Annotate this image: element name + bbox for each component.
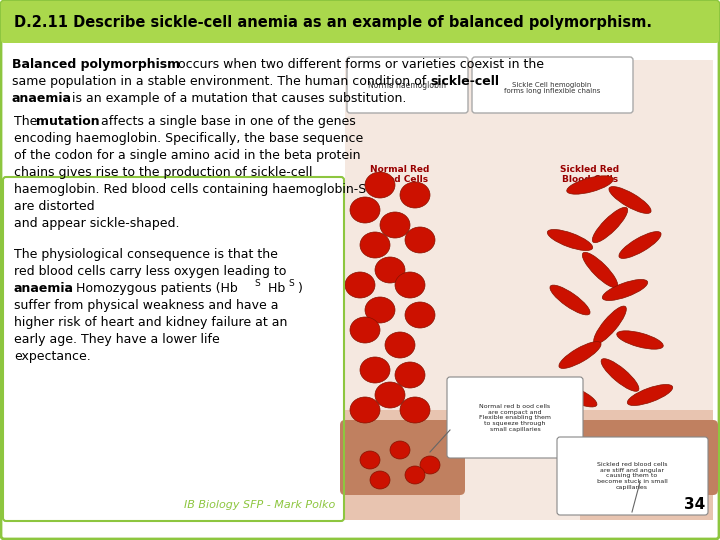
FancyBboxPatch shape (345, 60, 713, 520)
Ellipse shape (609, 186, 651, 213)
Ellipse shape (559, 342, 601, 368)
Ellipse shape (375, 257, 405, 283)
Ellipse shape (646, 448, 674, 462)
Text: expectance.: expectance. (14, 350, 91, 363)
Text: Balanced polymorphism: Balanced polymorphism (12, 58, 180, 71)
Ellipse shape (380, 212, 410, 238)
Ellipse shape (375, 382, 405, 408)
Ellipse shape (360, 357, 390, 383)
Text: Sickled Red
Blood Cells: Sickled Red Blood Cells (560, 165, 620, 184)
Ellipse shape (553, 383, 597, 407)
Text: red blood cells carry less oxygen leading to: red blood cells carry less oxygen leadin… (14, 265, 287, 278)
Text: S: S (288, 279, 294, 288)
Text: Normal red b ood cells
are compact and
Flexible enabling them
to squeeze through: Normal red b ood cells are compact and F… (479, 404, 551, 432)
Ellipse shape (405, 466, 425, 484)
Ellipse shape (385, 332, 415, 358)
Text: is an example of a mutation that causes substitution.: is an example of a mutation that causes … (68, 92, 406, 105)
Text: IB Biology SFP - Mark Polko: IB Biology SFP - Mark Polko (184, 500, 336, 510)
Ellipse shape (627, 384, 672, 406)
Ellipse shape (370, 471, 390, 489)
Text: haemoglobin. Red blood cells containing haemoglobin-S: haemoglobin. Red blood cells containing … (14, 183, 366, 196)
Text: The: The (14, 115, 41, 128)
Ellipse shape (395, 362, 425, 388)
Text: ): ) (298, 282, 303, 295)
Ellipse shape (405, 302, 435, 328)
Ellipse shape (603, 280, 648, 301)
Ellipse shape (360, 232, 390, 258)
FancyBboxPatch shape (575, 420, 718, 495)
Ellipse shape (586, 453, 614, 467)
FancyBboxPatch shape (1, 1, 719, 43)
Ellipse shape (390, 441, 410, 459)
Ellipse shape (582, 252, 618, 288)
Ellipse shape (395, 272, 425, 298)
Text: and appear sickle-shaped.: and appear sickle-shaped. (14, 217, 179, 230)
Text: same population in a stable environment. The human condition of: same population in a stable environment.… (12, 75, 431, 88)
Text: anaemia: anaemia (14, 282, 74, 295)
Text: encoding haemoglobin. Specifically, the base sequence: encoding haemoglobin. Specifically, the … (14, 132, 364, 145)
Polygon shape (580, 410, 713, 520)
Ellipse shape (360, 451, 380, 469)
Text: occurs when two different forms or varieties coexist in the: occurs when two different forms or varie… (174, 58, 544, 71)
Ellipse shape (405, 227, 435, 253)
Ellipse shape (631, 475, 660, 489)
Text: Sickled red blood cells
are stiff and angular
causing them to
become stuck in sm: Sickled red blood cells are stiff and an… (597, 462, 667, 490)
Text: 34: 34 (684, 497, 705, 512)
Text: The physiological consequence is that the: The physiological consequence is that th… (14, 248, 278, 261)
Ellipse shape (619, 232, 661, 259)
Ellipse shape (350, 317, 380, 343)
Text: mutation: mutation (36, 115, 99, 128)
Ellipse shape (547, 230, 593, 251)
Text: Norma haemoglobin: Norma haemoglobin (368, 80, 446, 90)
Text: Hb: Hb (264, 282, 285, 295)
Text: are distorted: are distorted (14, 200, 94, 213)
Ellipse shape (365, 297, 395, 323)
Text: early age. They have a lower life: early age. They have a lower life (14, 333, 220, 346)
FancyBboxPatch shape (340, 420, 465, 495)
Ellipse shape (601, 359, 639, 392)
Ellipse shape (400, 397, 430, 423)
FancyBboxPatch shape (557, 437, 708, 515)
Ellipse shape (550, 285, 590, 315)
Text: . Homozygous patients (Hb: . Homozygous patients (Hb (68, 282, 238, 295)
Ellipse shape (350, 197, 380, 223)
Text: anaemia: anaemia (12, 92, 72, 105)
FancyBboxPatch shape (347, 57, 468, 113)
Ellipse shape (594, 306, 626, 344)
Ellipse shape (616, 463, 644, 477)
Text: higher risk of heart and kidney failure at an: higher risk of heart and kidney failure … (14, 316, 287, 329)
Text: Normal Red
Blood Cells: Normal Red Blood Cells (370, 165, 430, 184)
Text: Sickle Cell hemoglobin
forms long inflexible chains: Sickle Cell hemoglobin forms long inflex… (504, 82, 600, 94)
Text: of the codon for a single amino acid in the beta protein: of the codon for a single amino acid in … (14, 149, 361, 162)
Ellipse shape (420, 456, 440, 474)
Ellipse shape (365, 172, 395, 198)
Text: D.2.11 Describe sickle-cell anemia as an example of balanced polymorphism.: D.2.11 Describe sickle-cell anemia as an… (14, 15, 652, 30)
Ellipse shape (567, 176, 613, 194)
Text: suffer from physical weakness and have a: suffer from physical weakness and have a (14, 299, 279, 312)
FancyBboxPatch shape (447, 377, 583, 458)
Ellipse shape (617, 331, 663, 349)
Ellipse shape (593, 207, 628, 242)
FancyBboxPatch shape (472, 57, 633, 113)
Text: chains gives rise to the production of sickle-cell: chains gives rise to the production of s… (14, 166, 312, 179)
Ellipse shape (345, 272, 375, 298)
Text: affects a single base in one of the genes: affects a single base in one of the gene… (97, 115, 356, 128)
Ellipse shape (350, 397, 380, 423)
Text: S: S (254, 279, 260, 288)
Text: sickle-cell: sickle-cell (430, 75, 499, 88)
Ellipse shape (400, 182, 430, 208)
Polygon shape (345, 410, 460, 520)
